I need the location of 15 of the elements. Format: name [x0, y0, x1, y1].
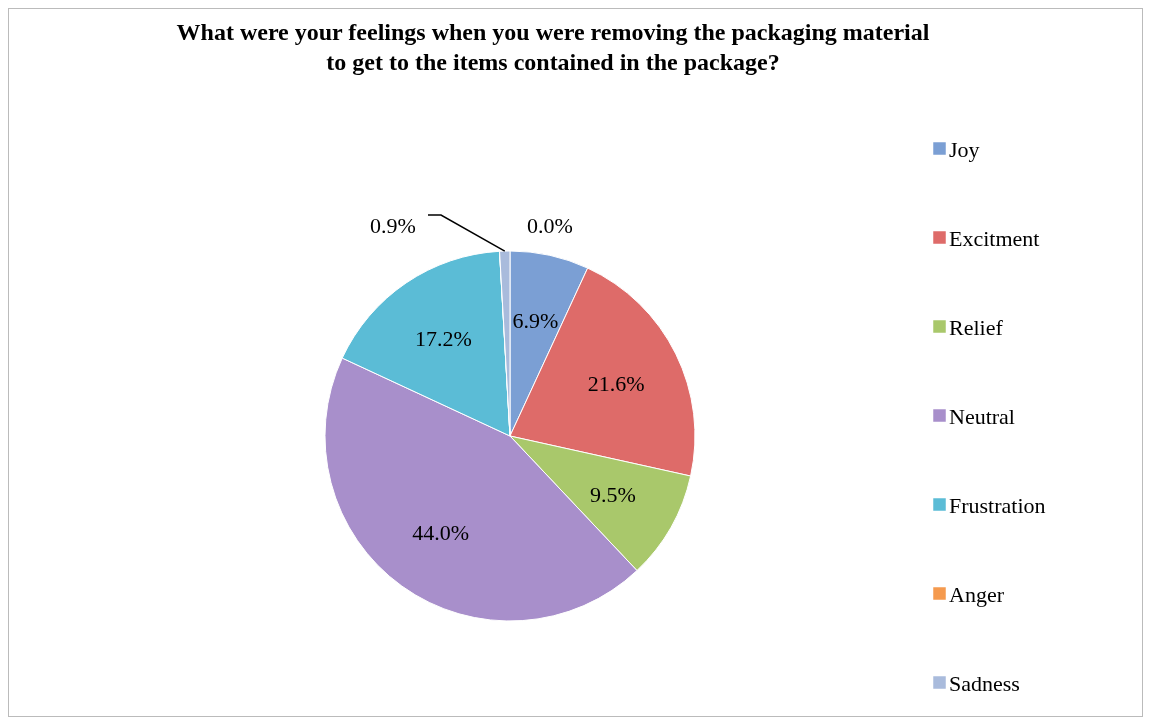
legend-label: Frustration: [949, 492, 1046, 518]
data-label: 44.0%: [412, 519, 470, 545]
legend-label: Excitment: [949, 225, 1040, 251]
chart-title: What were your feelings when you were removing the packaging material to get to the items contained in the package?: [176, 19, 930, 75]
legend-label: Neutral: [949, 403, 1015, 429]
data-label: 9.5%: [590, 481, 636, 507]
text: 0.0%: [527, 212, 573, 238]
data-label: 6.9%: [512, 307, 559, 333]
legend-label: Joy: [949, 136, 980, 162]
legend-label: Sadness: [949, 670, 1020, 696]
legend-label: Anger: [949, 581, 1005, 607]
legend-label: Relief: [949, 314, 1004, 340]
data-label: 17.2%: [415, 325, 472, 351]
data-label: 0.9%: [370, 212, 416, 238]
data-label: 21.6%: [587, 370, 645, 396]
